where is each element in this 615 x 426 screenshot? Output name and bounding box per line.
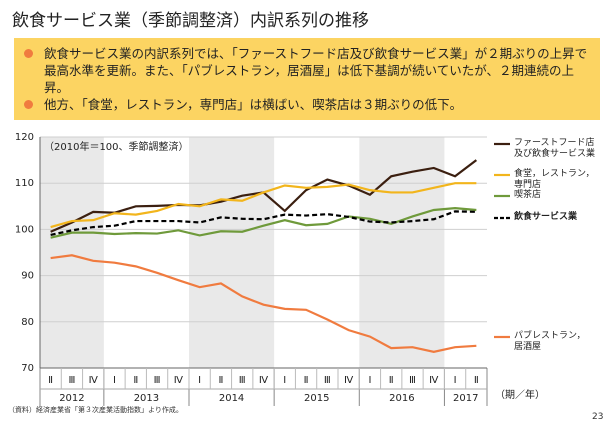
y-tick-label: 110 <box>15 178 34 189</box>
year-band <box>359 137 445 368</box>
x-tick-label: Ⅲ <box>239 375 246 386</box>
x-tick-label: Ⅲ <box>409 375 416 386</box>
x-tick-label: Ⅱ <box>304 375 309 386</box>
x-group-label: 2016 <box>389 393 414 404</box>
x-group-label: 2015 <box>304 393 329 404</box>
x-axis-label: （期／年） <box>495 388 545 401</box>
y-tick-label: 80 <box>21 317 34 328</box>
x-group-label: 2012 <box>59 393 84 404</box>
legend-label: パブレストラン， 居酒屋 <box>514 331 586 352</box>
x-tick-label: Ⅱ <box>133 375 138 386</box>
x-tick-label: Ⅱ <box>48 375 53 386</box>
x-group-label: 2017 <box>453 393 478 404</box>
legend-label: 食堂，レストラン， 専門店 <box>514 169 595 190</box>
x-tick-label: Ⅱ <box>218 375 223 386</box>
page-number: 23 <box>592 412 604 422</box>
bullet-text: 飲食サービス業の内訳系列では、「ファーストフード店及び飲食サービス業」が２期ぶり… <box>44 46 588 95</box>
x-tick-label: Ⅰ <box>283 375 286 386</box>
x-tick-label: Ⅰ <box>368 375 371 386</box>
legend-label: ファーストフード店 及び飲食サービス業 <box>514 138 596 159</box>
x-tick-label: Ⅰ <box>454 375 457 386</box>
x-tick-label: Ⅰ <box>113 375 116 386</box>
series-line <box>50 207 477 239</box>
year-band <box>40 137 104 368</box>
title: 飲食サービス業（季節調整済）内訳系列の推移 <box>12 11 369 31</box>
bullet-text: 他方、「食堂，レストラン，専門店」は横ばい、喫茶店は３期ぶりの低下。 <box>44 97 463 112</box>
x-tick-label: Ⅲ <box>68 375 75 386</box>
legend-label: 飲食サービス業 <box>514 212 578 222</box>
x-tick-label: Ⅱ <box>474 375 479 386</box>
y-tick-label: 70 <box>21 363 34 374</box>
x-group-label: 2014 <box>219 393 244 404</box>
summary-box: 飲食サービス業の内訳系列では、「ファーストフード店及び飲食サービス業」が２期ぶり… <box>14 38 600 120</box>
series-line <box>50 182 477 229</box>
year-band <box>189 137 275 368</box>
x-tick-label: Ⅳ <box>429 375 439 386</box>
x-tick-label: Ⅱ <box>389 375 394 386</box>
y-tick-label: 100 <box>15 224 34 235</box>
x-tick-label: Ⅳ <box>344 375 354 386</box>
series-line <box>50 254 477 353</box>
x-tick-label: Ⅳ <box>259 375 269 386</box>
source: （資料）経済産業省「第３次産業活動指数」より作成。 <box>8 406 183 414</box>
x-tick-label: Ⅳ <box>174 375 184 386</box>
x-tick-label: Ⅲ <box>154 375 161 386</box>
x-tick-label: Ⅳ <box>89 375 99 386</box>
x-tick-label: Ⅲ <box>324 375 331 386</box>
bullet: 他方、「食堂，レストラン，専門店」は横ばい、喫茶店は３期ぶりの低下。 <box>24 96 596 113</box>
x-tick-label: Ⅰ <box>198 375 201 386</box>
x-group-label: 2013 <box>134 393 159 404</box>
bullet: 飲食サービス業の内訳系列では、「ファーストフード店及び飲食サービス業」が２期ぶり… <box>24 45 596 96</box>
legend-label: 喫茶店 <box>514 190 542 200</box>
y-tick-label: 90 <box>21 271 34 282</box>
y-axis-label: （2010年＝100、季節調整済） <box>44 140 189 153</box>
y-tick-label: 120 <box>15 132 34 143</box>
